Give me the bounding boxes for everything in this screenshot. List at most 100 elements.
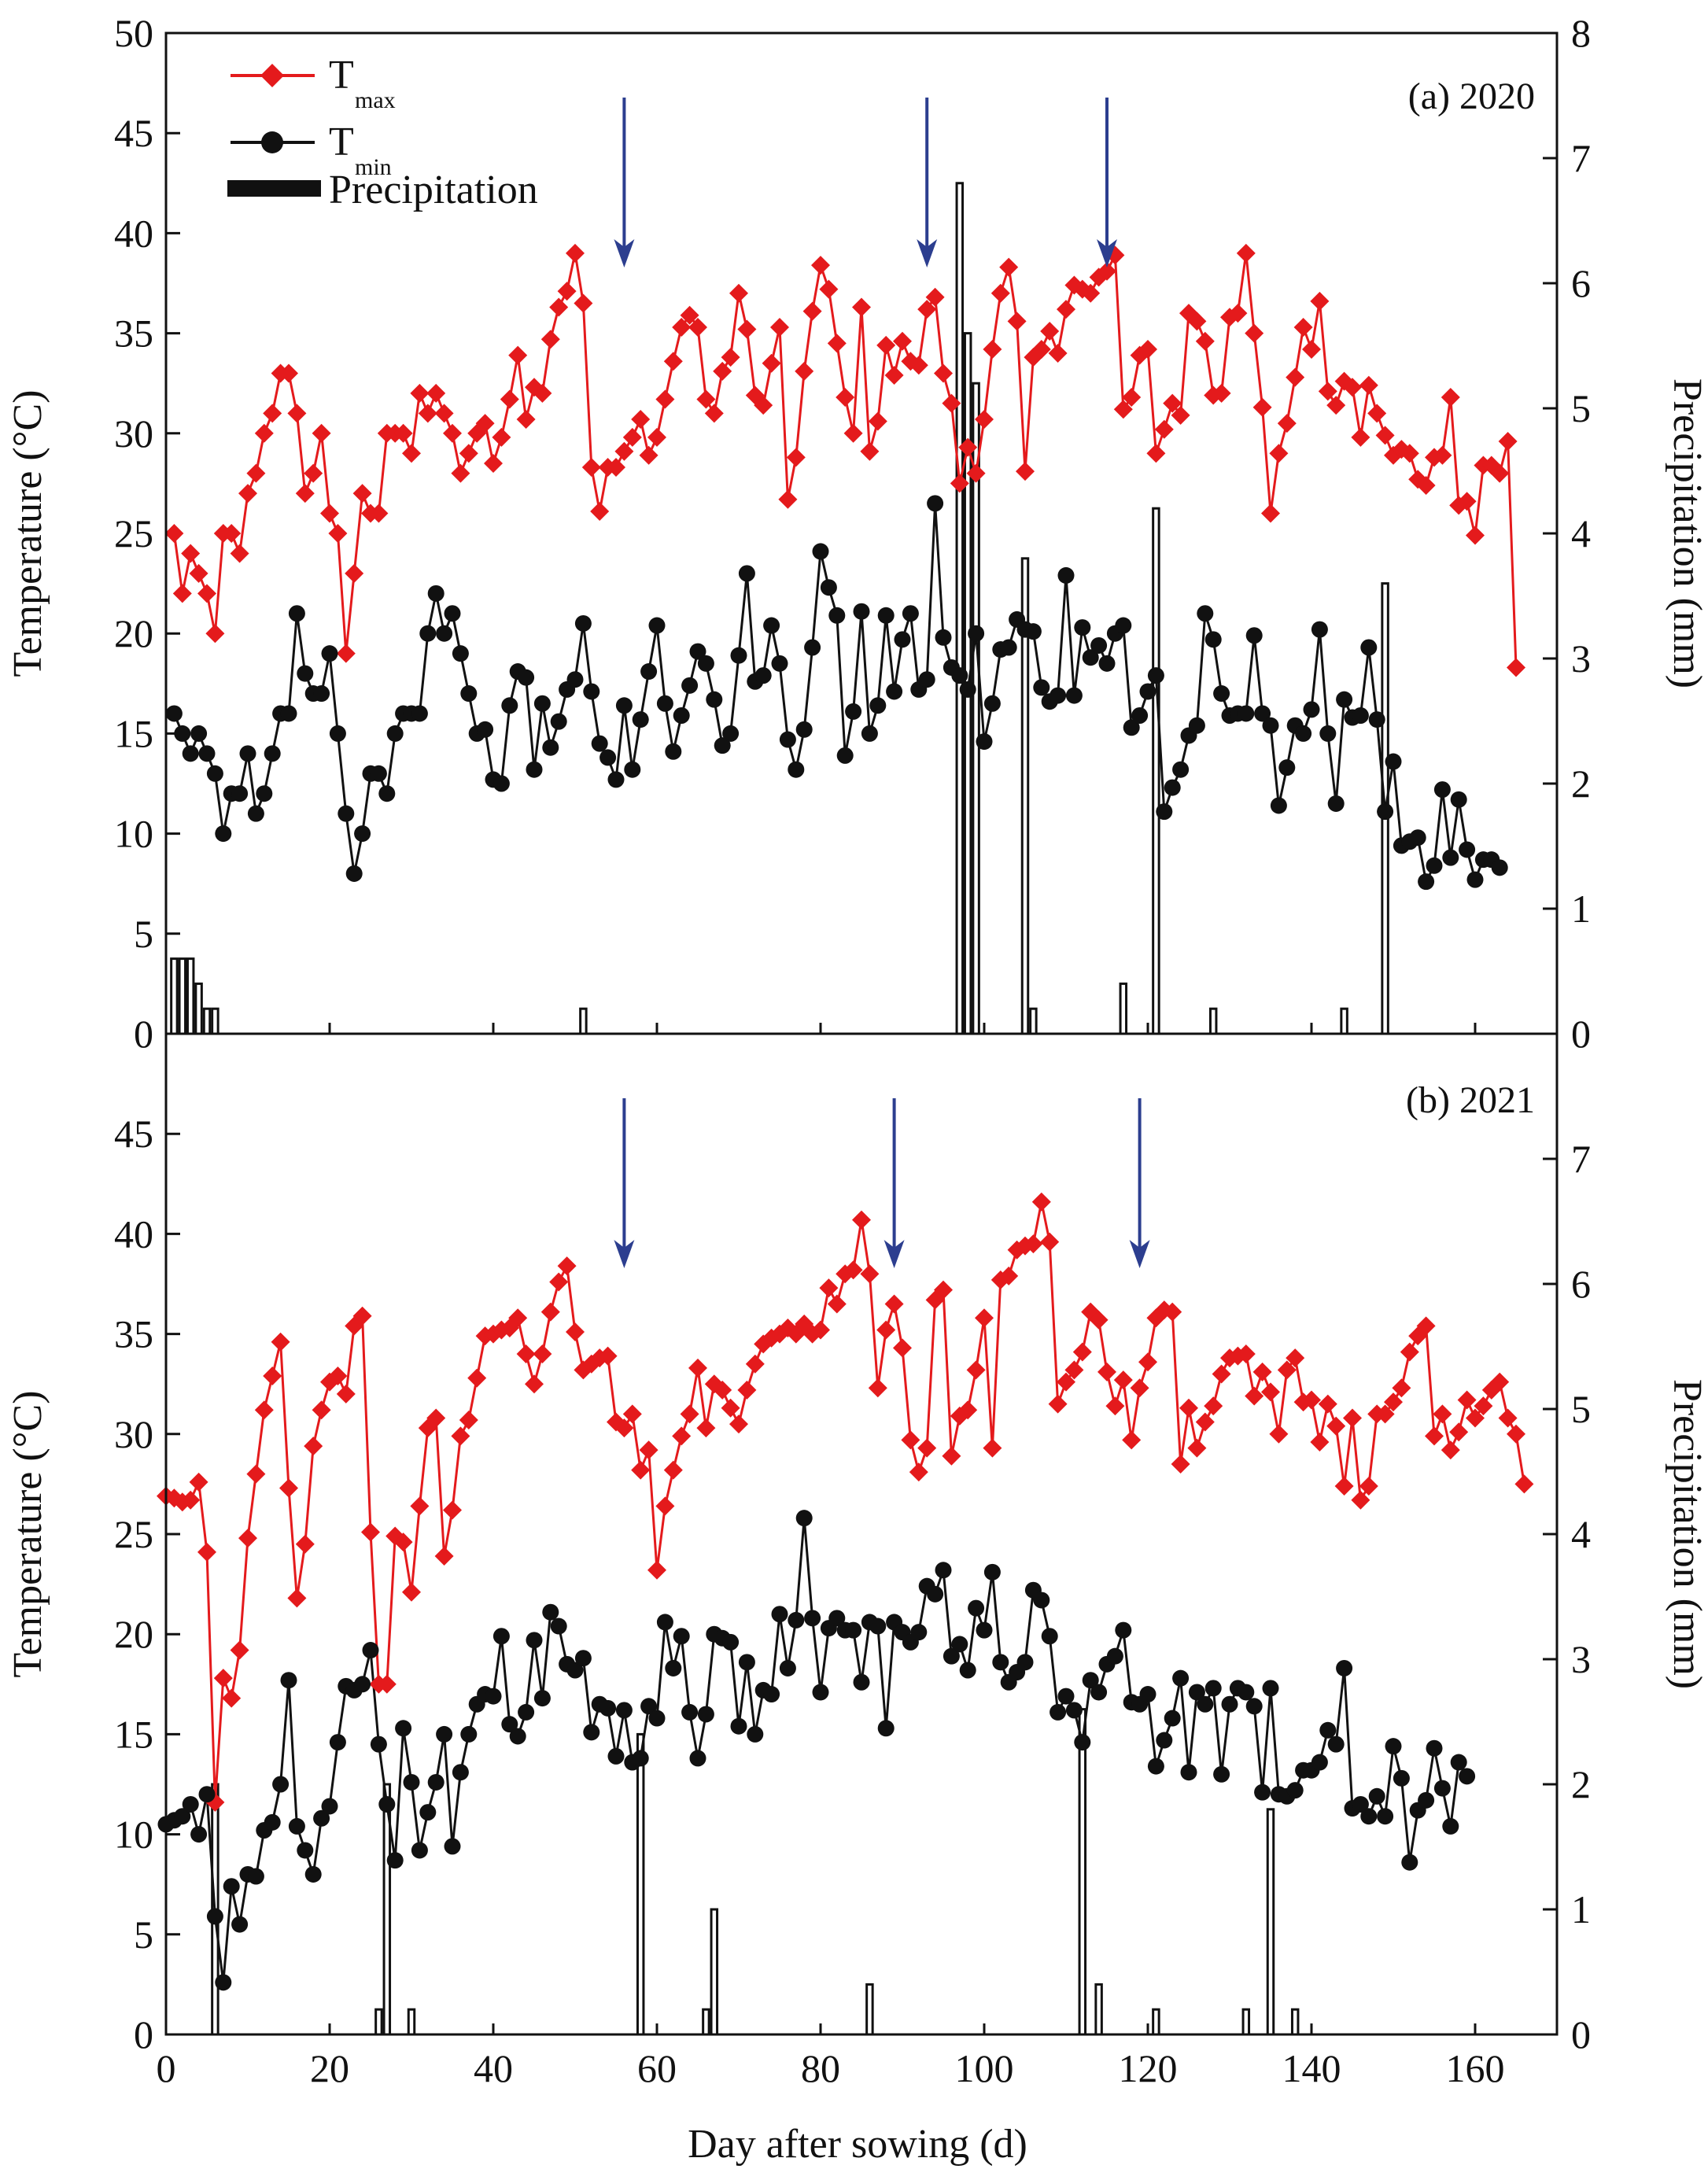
tmax-point-2021-day-71 <box>737 1380 757 1400</box>
arrow-head-2021-day-56 <box>614 1240 635 1268</box>
tmax-point-2020-day-76 <box>778 489 798 509</box>
tmax-point-2020-day-157 <box>1441 388 1460 408</box>
tmax-point-2020-day-44 <box>516 409 536 429</box>
tmax-point-2020-day-84 <box>843 423 863 443</box>
tmax-point-2021-day-150 <box>1384 1392 1403 1412</box>
y-tick-label-2020-35: 35 <box>114 312 153 356</box>
tmin-point-2020-day-97 <box>951 667 968 684</box>
tmin-point-2021-day-2 <box>174 1808 191 1825</box>
tmin-point-2020-day-94 <box>927 495 944 512</box>
tmax-point-2020-day-98 <box>958 437 978 457</box>
tmax-point-2020-day-59 <box>639 445 658 465</box>
tmax-point-2021-day-15 <box>279 1478 298 1498</box>
tmax-point-2020-day-69 <box>721 348 740 367</box>
tmin-point-2020-day-113 <box>1082 649 1099 666</box>
tmin-point-2020-day-133 <box>1245 627 1263 644</box>
legend-tmax-marker <box>260 64 284 87</box>
tmin-point-2020-day-149 <box>1377 803 1394 821</box>
y-tick-label-2020-10: 10 <box>114 812 153 856</box>
tmax-point-2021-day-70 <box>729 1415 748 1434</box>
tmin-point-2020-day-141 <box>1311 621 1328 638</box>
tmax-point-2020-day-97 <box>950 474 969 493</box>
tmax-point-2020-day-26 <box>369 504 389 523</box>
tmin-point-2021-day-50 <box>566 1662 584 1679</box>
precip-bar-2020-day-5 <box>202 1007 212 1035</box>
legend-precip-swatch <box>227 180 321 197</box>
tmax-point-2020-day-83 <box>836 388 855 408</box>
tmax-point-2021-day-80 <box>811 1320 830 1340</box>
tmax-point-2021-day-54 <box>598 1346 618 1366</box>
tmax-point-2020-day-100 <box>975 409 994 429</box>
tmax-point-2021-day-109 <box>1048 1394 1068 1414</box>
precip-bar-2021-day-138 <box>1290 2008 1300 2036</box>
y-tick-label-2021-20: 20 <box>114 1612 153 1656</box>
x-tick-label-2021-0: 0 <box>157 2046 176 2090</box>
tmax-point-2020-day-94 <box>925 287 945 307</box>
arrows-2020 <box>614 98 1117 267</box>
precip-bar-2020-day-97 <box>955 182 965 1035</box>
arrows-2021 <box>614 1098 1150 1268</box>
tmax-point-2021-day-142 <box>1318 1394 1337 1414</box>
precip-bar-2021-day-58 <box>636 1732 645 2036</box>
tmax-point-2020-day-132 <box>1236 243 1256 263</box>
tmin-point-2021-day-37 <box>460 1725 478 1743</box>
tmax-point-2020-day-50 <box>566 243 585 263</box>
tmin-point-2021-day-48 <box>550 1617 567 1635</box>
tmin-point-2021-day-27 <box>378 1795 396 1813</box>
tmax-point-2021-day-19 <box>312 1400 331 1420</box>
tmax-point-2021-day-137 <box>1277 1360 1297 1380</box>
tmax-point-2020-day-21 <box>328 524 348 543</box>
tmax-line-2021 <box>165 1201 1525 1802</box>
tmin-point-2020-day-6 <box>206 765 223 782</box>
tmin-point-2021-day-117 <box>1115 1621 1132 1639</box>
tmax-point-2021-day-81 <box>819 1278 839 1298</box>
tmax-point-2021-day-116 <box>1105 1396 1125 1416</box>
tmin-point-2020-day-15 <box>280 705 297 722</box>
tmax-point-2021-day-91 <box>901 1430 920 1450</box>
tmax-point-2021-day-38 <box>467 1368 487 1388</box>
tmin-point-2020-day-146 <box>1352 707 1369 725</box>
tmax-point-2021-day-110 <box>1057 1372 1075 1392</box>
tmax-point-2020-day-52 <box>581 458 601 478</box>
tmax-point-2020-day-149 <box>1375 426 1395 445</box>
tmin-point-2021-day-102 <box>992 1654 1009 1671</box>
precip-bar-2020-day-4 <box>194 982 203 1035</box>
tmin-point-2020-day-41 <box>492 775 510 792</box>
y-tick-label-2021-45: 45 <box>114 1112 153 1156</box>
tmax-point-2021-day-106 <box>1024 1234 1043 1254</box>
tmax-point-2020-day-88 <box>876 335 896 355</box>
tmin-point-2020-day-160 <box>1466 871 1484 888</box>
tmax-point-2020-day-73 <box>754 396 773 415</box>
tmax-point-2021-day-152 <box>1400 1342 1419 1362</box>
tmin-point-2020-day-121 <box>1147 667 1164 684</box>
tmax-point-2020-day-96 <box>942 393 961 413</box>
tmax-point-2020-day-40 <box>484 453 503 473</box>
tmax-point-2020-day-80 <box>811 256 830 275</box>
tmax-point-2020-day-81 <box>819 279 839 299</box>
tmin-point-2021-day-125 <box>1180 1764 1197 1781</box>
tmin-point-2020-day-76 <box>779 731 796 748</box>
tmax-point-2021-day-85 <box>852 1210 871 1230</box>
tmin-point-2021-day-75 <box>771 1606 788 1623</box>
x-tick-label-2021-20: 20 <box>310 2046 349 2090</box>
tmax-point-2021-day-66 <box>696 1418 716 1438</box>
y2-tick-label-2021-3: 3 <box>1571 1637 1591 1681</box>
tmax-point-2021-day-57 <box>622 1404 642 1424</box>
tmin-point-2021-day-45 <box>526 1632 543 1649</box>
tmax-markers-2021 <box>157 1192 1534 1812</box>
tmin-point-2020-day-83 <box>836 747 854 764</box>
y2-tick-label-2021-4: 4 <box>1571 1512 1591 1556</box>
tmax-point-2021-day-84 <box>843 1260 863 1280</box>
tmin-point-2021-day-82 <box>828 1610 846 1627</box>
x-tick-label-2021-160: 160 <box>1446 2046 1505 2090</box>
tmax-point-2020-day-34 <box>434 404 454 423</box>
tmax-point-2020-day-110 <box>1057 300 1075 319</box>
tmax-point-2021-day-63 <box>672 1426 692 1446</box>
tmin-point-2021-day-113 <box>1082 1672 1099 1689</box>
tmax-point-2021-day-17 <box>295 1534 315 1554</box>
tmin-point-2020-day-110 <box>1057 566 1075 584</box>
tmin-point-2021-day-111 <box>1065 1702 1083 1719</box>
tmin-point-2021-day-29 <box>395 1720 412 1737</box>
